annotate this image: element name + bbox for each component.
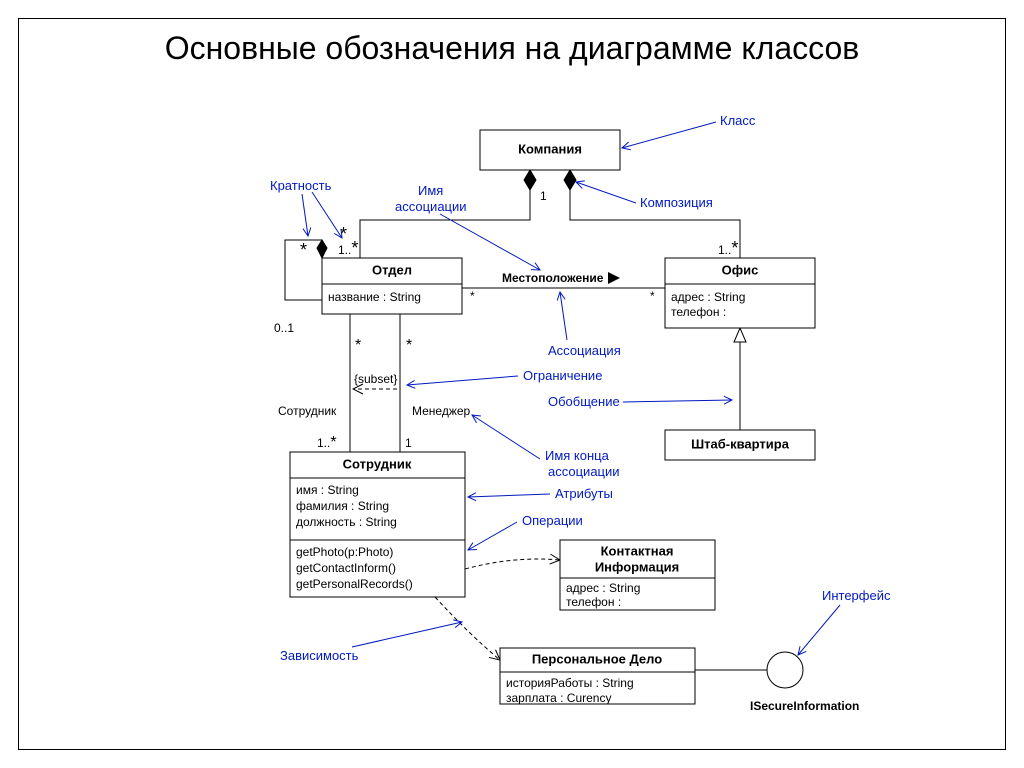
svg-text:название : String: название : String xyxy=(328,290,421,304)
mult-dep-emp-right-bot: 1 xyxy=(405,436,412,450)
ann-dependency: Зависимость xyxy=(280,648,359,663)
mult-assoc-off-star: * xyxy=(650,289,655,303)
svg-text:телефон :: телефон : xyxy=(671,305,726,319)
ann-dependency-line xyxy=(352,622,462,647)
svg-text:должность : String: должность : String xyxy=(296,515,397,529)
association-direction-triangle xyxy=(608,272,620,284)
mult-off-one-star: 1..* xyxy=(718,238,738,258)
class-personal: Персональное Дело историяРаботы : String… xyxy=(500,648,695,705)
role-manager: Менеджер xyxy=(412,404,471,418)
class-department: Отдел название : String xyxy=(322,258,462,314)
svg-text:Штаб-квартира: Штаб-квартира xyxy=(691,436,790,451)
class-contact: Контактная Информация адрес : String тел… xyxy=(560,540,715,610)
svg-text:Контактная: Контактная xyxy=(601,543,674,558)
svg-text:getContactInform(): getContactInform() xyxy=(296,561,396,575)
ann-operations-line xyxy=(468,522,517,550)
mult-dep-emp-left-bot: 1..* xyxy=(317,434,337,451)
class-office: Офис адрес : String телефон : xyxy=(665,258,815,328)
ann-composition-line xyxy=(576,182,636,203)
mult-assoc-dep-star: * xyxy=(470,289,475,303)
ann-role-end-line xyxy=(472,415,540,459)
class-company: Компания xyxy=(480,130,620,170)
ann-generalization: Обобщение xyxy=(548,394,620,409)
mult-dep-self-star: * xyxy=(300,240,307,260)
ann-composition: Композиция xyxy=(640,195,713,210)
svg-text:Информация: Информация xyxy=(595,559,679,574)
svg-text:Сотрудник: Сотрудник xyxy=(343,456,412,471)
mult-dep-star-top: * xyxy=(340,224,347,244)
ann-interface: Интерфейс xyxy=(822,588,891,603)
ann-interface-line xyxy=(798,605,840,655)
svg-text:фамилия : String: фамилия : String xyxy=(296,499,389,513)
svg-text:Компания: Компания xyxy=(518,141,582,156)
svg-text:историяРаботы : String: историяРаботы : String xyxy=(506,676,634,690)
svg-text:Офис: Офис xyxy=(722,262,759,277)
interface-label: ISecureInformation xyxy=(750,699,859,713)
svg-text:Отдел: Отдел xyxy=(372,262,412,277)
ann-assoc-name1: Имя xyxy=(418,183,443,198)
class-employee: Сотрудник имя : String фамилия : String … xyxy=(290,452,465,597)
edge-composition-company-office xyxy=(564,170,740,258)
svg-text:имя : String: имя : String xyxy=(296,483,359,497)
edge-dependency-employee-personal xyxy=(435,597,500,660)
constraint-subset-label: {subset} xyxy=(354,372,397,386)
svg-text:getPhoto(p:Photo): getPhoto(p:Photo) xyxy=(296,545,393,559)
mult-dep-emp-right-top: * xyxy=(406,337,412,354)
svg-text:зарплата : Curency: зарплата : Curency xyxy=(506,691,611,705)
ann-association: Ассоциация xyxy=(548,343,621,358)
ann-mult-line2 xyxy=(312,192,342,238)
mult-dep-emp-left-top: * xyxy=(355,337,361,354)
ann-multiplicity: Кратность xyxy=(270,178,332,193)
ann-generalization-line xyxy=(623,400,732,402)
mult-dep-self-zero-one: 0..1 xyxy=(274,321,294,335)
mult-company-one: 1 xyxy=(540,189,547,203)
ann-constraint-line xyxy=(407,376,518,385)
diagram-svg: 1 1..* 1..* 0..1 * * * * Местоположение … xyxy=(0,0,1024,768)
ann-attributes: Атрибуты xyxy=(555,486,613,501)
ann-association-line xyxy=(560,292,567,340)
svg-text:адрес : String: адрес : String xyxy=(566,581,640,595)
class-hq: Штаб-квартира xyxy=(665,430,815,460)
ann-role-end1: Имя конца xyxy=(545,448,610,463)
svg-text:телефон :: телефон : xyxy=(566,595,621,609)
association-name-label: Местоположение xyxy=(502,271,604,285)
role-employee: Сотрудник xyxy=(278,404,337,418)
ann-attributes-line xyxy=(468,494,550,497)
ann-class: Класс xyxy=(720,113,756,128)
ann-role-end2: ассоциации xyxy=(548,464,620,479)
edge-composition-company-department xyxy=(360,170,536,258)
ann-constraint: Ограничение xyxy=(523,368,602,383)
svg-text:getPersonalRecords(): getPersonalRecords() xyxy=(296,577,413,591)
ann-mult-line1 xyxy=(302,194,308,236)
svg-text:адрес : String: адрес : String xyxy=(671,290,745,304)
ann-class-line xyxy=(622,122,716,148)
svg-text:Персональное Дело: Персональное Дело xyxy=(532,651,662,666)
interface-lollipop-circle xyxy=(767,652,803,688)
ann-operations: Операции xyxy=(522,513,583,528)
ann-assoc-name2: ассоциации xyxy=(395,199,467,214)
